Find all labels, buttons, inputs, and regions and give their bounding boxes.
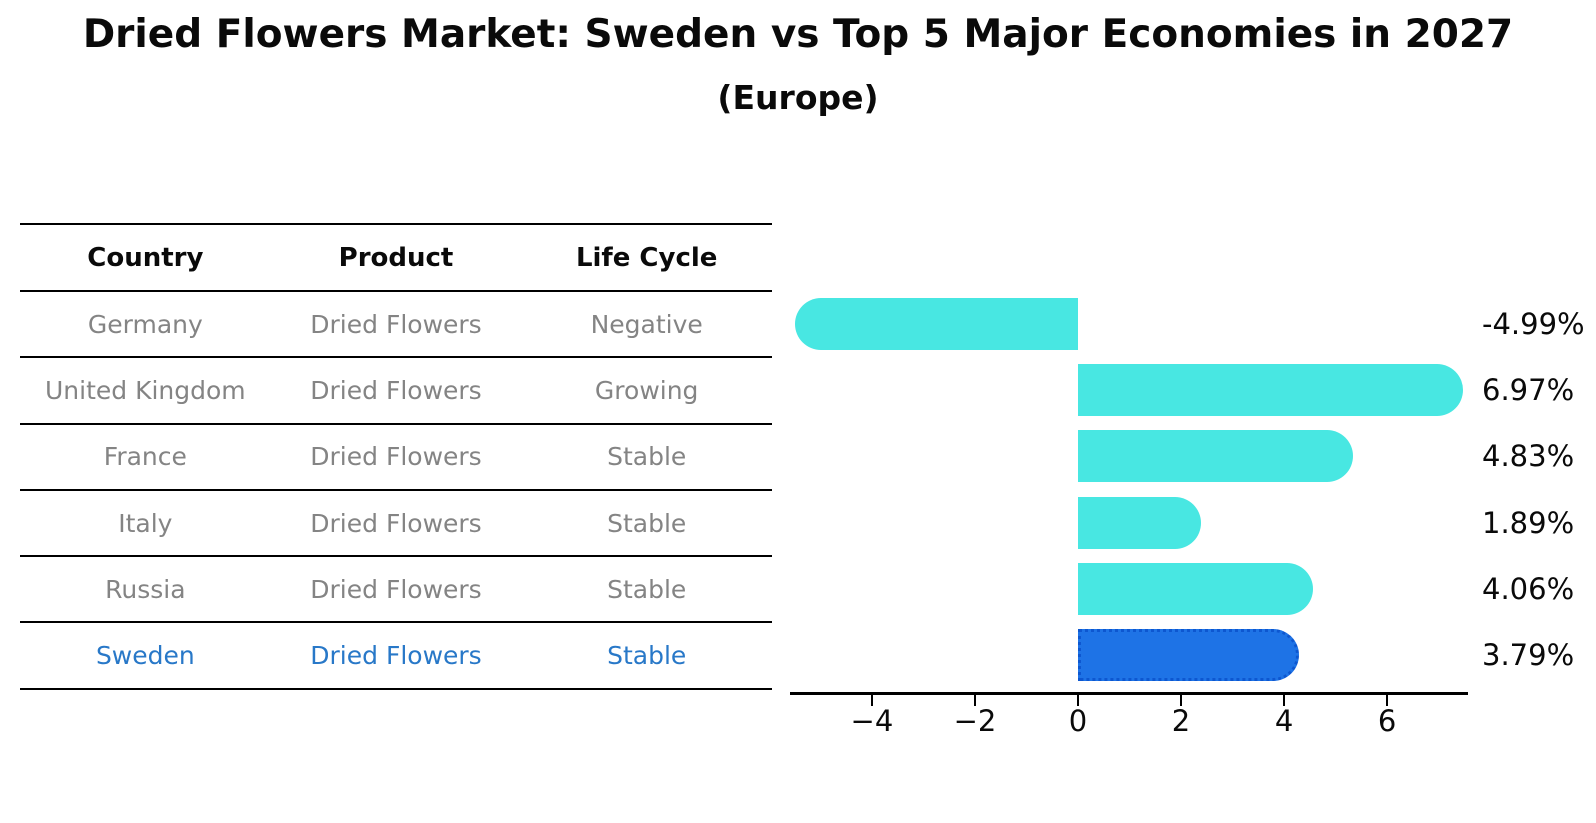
table-cell-life-cycle: Stable xyxy=(607,508,687,538)
table-cell-product: Dried Flowers xyxy=(310,442,482,472)
table-cell-life-cycle: Negative xyxy=(590,309,703,339)
page-subtitle: (Europe) xyxy=(717,78,879,117)
table-row-united-kingdom: United Kingdom Dried Flowers Growing xyxy=(20,356,772,422)
x-axis-tick-label-4: 4 xyxy=(1274,704,1294,738)
x-axis-tick-label--4: −4 xyxy=(850,704,894,738)
table-cell-product: Dried Flowers xyxy=(310,508,482,538)
table-cell-product: Dried Flowers xyxy=(310,641,482,671)
table-row-sweden: Sweden Dried Flowers Stable xyxy=(20,621,772,687)
x-axis-tick-6 xyxy=(1386,695,1389,706)
table-cell-product: Dried Flowers xyxy=(310,375,482,405)
bar-chart-plot-area xyxy=(790,0,1468,695)
x-axis-tick-0 xyxy=(1076,695,1079,706)
table-cell-life-cycle: Stable xyxy=(607,442,687,472)
x-axis-tick-2 xyxy=(1180,695,1183,706)
bar-france xyxy=(1077,430,1353,483)
x-axis-tick-label-2: 2 xyxy=(1171,704,1191,738)
x-axis-tick--2 xyxy=(973,695,976,706)
table-cell-product: Dried Flowers xyxy=(310,309,482,339)
table-cell-life-cycle: Stable xyxy=(607,574,687,604)
table-row-germany: Germany Dried Flowers Negative xyxy=(20,290,772,356)
table-cell-life-cycle: Growing xyxy=(594,375,699,405)
bar-value-label-germany: -4.99% xyxy=(1482,307,1585,341)
x-axis-tick-label--2: −2 xyxy=(953,704,997,738)
country-table: Country Product Life Cycle Germany Dried Flo… xyxy=(20,223,772,690)
bar-germany xyxy=(794,298,1078,350)
bar-value-label-sweden: 3.79% xyxy=(1482,638,1575,672)
x-axis-tick-label-0: 0 xyxy=(1068,704,1088,738)
table-header-country: Country xyxy=(87,242,204,273)
bar-united-kingdom xyxy=(1077,364,1464,417)
table-cell-country: United Kingdom xyxy=(45,375,246,405)
table-header-row: Country Product Life Cycle xyxy=(20,223,772,290)
table-cell-country: Sweden xyxy=(95,641,195,671)
table-header-product: Product xyxy=(338,242,454,273)
bar-italy xyxy=(1077,496,1202,549)
bar-value-label-russia: 4.06% xyxy=(1482,571,1575,606)
table-cell-country: France xyxy=(103,442,187,472)
table-cell-country: Italy xyxy=(118,508,173,538)
x-axis-tick-label-6: 6 xyxy=(1377,704,1397,738)
table-cell-country: Russia xyxy=(105,574,186,604)
bar-sweden xyxy=(1077,629,1300,681)
table-cell-country: Germany xyxy=(87,309,203,339)
x-axis-tick-4 xyxy=(1283,695,1286,706)
bar-value-label-united-kingdom: 6.97% xyxy=(1482,373,1575,408)
table-cell-product: Dried Flowers xyxy=(310,574,482,604)
x-axis-tick--4 xyxy=(870,695,873,706)
table-header-life-cycle: Life Cycle xyxy=(575,242,718,273)
bar-russia xyxy=(1077,562,1314,615)
table-row-italy: Italy Dried Flowers Stable xyxy=(20,488,772,555)
page-title: Dried Flowers Market: Sweden vs Top 5 Ma… xyxy=(82,12,1514,57)
table-row-france: France Dried Flowers Stable xyxy=(20,422,772,489)
bar-value-label-france: 4.83% xyxy=(1482,439,1575,474)
table-cell-life-cycle: Stable xyxy=(607,641,687,671)
table-row-russia: Russia Dried Flowers Stable xyxy=(20,555,772,621)
bar-value-label-italy: 1.89% xyxy=(1482,505,1575,540)
